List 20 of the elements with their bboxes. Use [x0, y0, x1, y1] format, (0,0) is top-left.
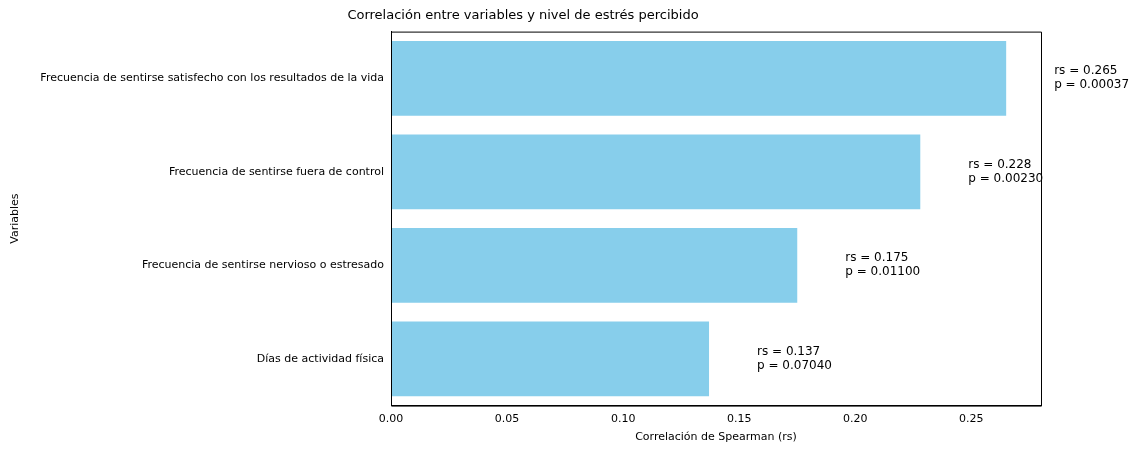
bar [391, 321, 710, 397]
bar [391, 227, 798, 303]
y-tick-label: Frecuencia de sentirse fuera de control [168, 164, 384, 178]
x-tick-label: 0.25 [959, 412, 984, 426]
x-axis-title: Correlación de Spearman (rs) [635, 430, 797, 444]
text: rs = 0.265 p = 0.00037 [1054, 63, 1130, 92]
x-tick-label: 0.00 [378, 412, 404, 426]
annotation: rs = 0.175 p = 0.01100 [845, 250, 921, 279]
y-tick-label: Días de actividad física [256, 351, 384, 365]
y-tick-label: Frecuencia de sentirse nervioso o estresado [141, 258, 385, 272]
annotation: rs = 0.137 p = 0.07040 [757, 343, 832, 372]
bar [391, 40, 1007, 116]
chart-title: Correlación entre variables y nivel de estrés percibido [347, 7, 699, 23]
bar [391, 134, 921, 210]
y-tick-label: Frecuencia de sentirse satisfecho con los resultados de la vida [40, 71, 384, 85]
x-tick-label: 0.10 [610, 412, 636, 426]
y-axis-title: Variables [8, 193, 22, 244]
x-tick-label: 0.20 [843, 412, 868, 426]
x-tick-label: 0.15 [726, 412, 752, 426]
x-tick-label: 0.05 [494, 412, 520, 426]
